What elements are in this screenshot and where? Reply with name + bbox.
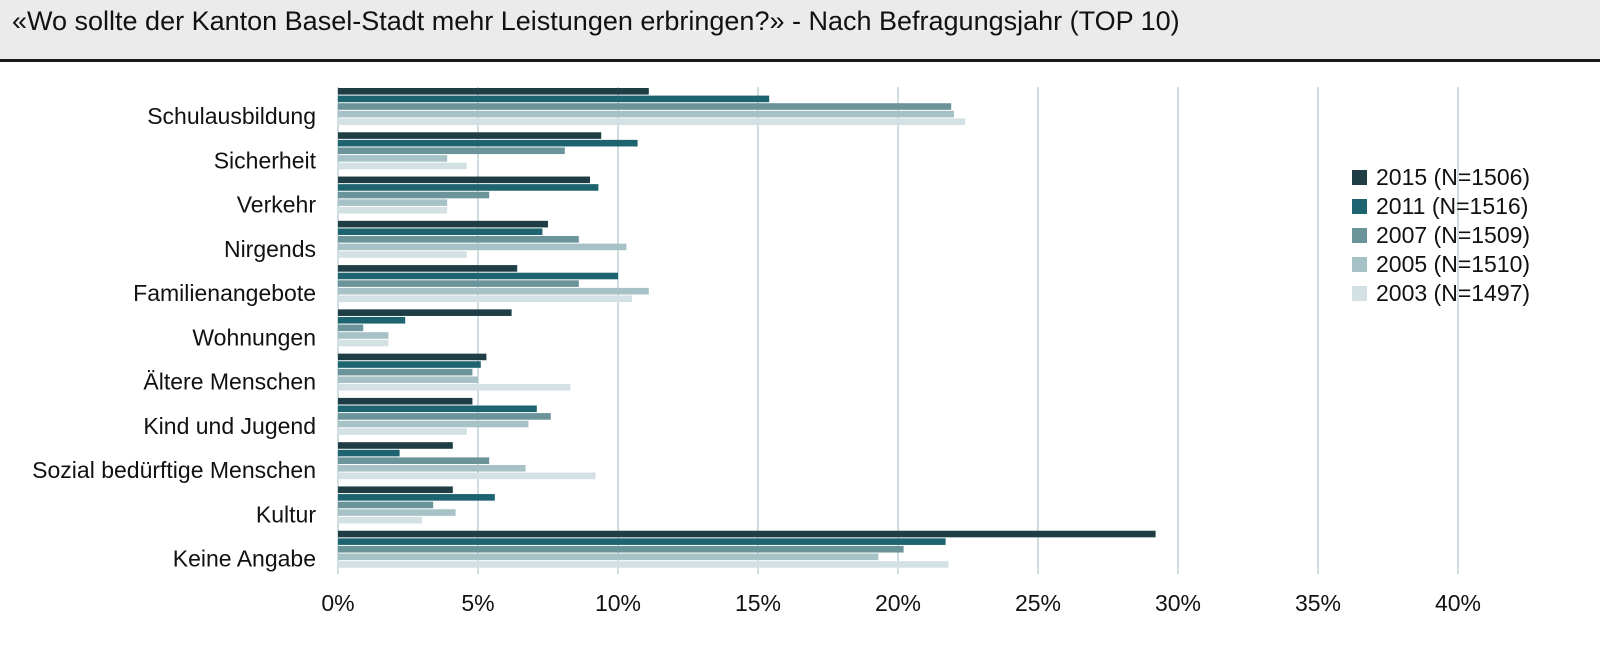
legend-label: 2015 (N=1506) bbox=[1376, 164, 1530, 190]
x-tick-label: 25% bbox=[1015, 590, 1061, 616]
legend-label: 2003 (N=1497) bbox=[1376, 280, 1530, 306]
bar bbox=[338, 361, 481, 368]
bar bbox=[338, 88, 649, 95]
bar bbox=[338, 309, 512, 316]
bar bbox=[338, 553, 879, 561]
category-label: Schulausbildung bbox=[147, 103, 316, 129]
bar bbox=[338, 118, 966, 125]
x-tick-labels: 0% 5% 10% 15% 20% 25% 30% 35% 40% bbox=[321, 590, 1481, 616]
bar bbox=[338, 147, 565, 155]
bar bbox=[338, 538, 946, 545]
bar bbox=[338, 339, 389, 347]
category-label: Familienangebote bbox=[133, 280, 316, 306]
bar bbox=[338, 251, 467, 258]
bar-chart: Schulausbildung Sicherheit Verkehr Nirgends… bbox=[32, 87, 1530, 616]
bar bbox=[338, 139, 638, 147]
x-tick-label: 10% bbox=[595, 590, 641, 616]
bar bbox=[338, 206, 448, 214]
chart-title: «Wo sollte der Kanton Basel-Stadt mehr L… bbox=[12, 6, 1180, 36]
bar bbox=[338, 486, 453, 494]
bar bbox=[338, 332, 389, 339]
bar bbox=[338, 176, 590, 184]
legend-label: 2011 (N=1516) bbox=[1376, 193, 1528, 219]
bar bbox=[338, 324, 364, 332]
bar bbox=[338, 405, 537, 413]
category-label: Wohnungen bbox=[192, 324, 316, 350]
bar bbox=[338, 472, 596, 480]
bar bbox=[338, 316, 406, 324]
bar bbox=[338, 509, 456, 516]
category-labels: Schulausbildung Sicherheit Verkehr Nirgends… bbox=[32, 103, 316, 572]
bar bbox=[338, 272, 618, 280]
bar bbox=[338, 103, 952, 110]
category-label: Kultur bbox=[256, 501, 316, 527]
bar bbox=[338, 220, 548, 228]
legend-swatch bbox=[1352, 170, 1367, 185]
bar bbox=[338, 353, 487, 361]
bars bbox=[338, 88, 1156, 568]
category-label: Sicherheit bbox=[214, 147, 317, 173]
bar bbox=[338, 420, 529, 428]
bar bbox=[338, 457, 490, 464]
bar bbox=[338, 561, 949, 568]
bar bbox=[338, 162, 467, 170]
x-tick-label: 40% bbox=[1435, 590, 1481, 616]
category-label: Kind und Jugend bbox=[143, 413, 316, 439]
chart-header: «Wo sollte der Kanton Basel-Stadt mehr L… bbox=[0, 0, 1600, 62]
bar bbox=[338, 494, 495, 501]
legend-swatch bbox=[1352, 257, 1367, 272]
bar bbox=[338, 243, 627, 251]
legend: 2015 (N=1506) 2011 (N=1516) 2007 (N=1509) 2… bbox=[1352, 164, 1530, 306]
bar bbox=[338, 545, 904, 553]
bar bbox=[338, 280, 579, 287]
bar bbox=[338, 397, 473, 405]
bar bbox=[338, 384, 571, 391]
bar bbox=[338, 132, 602, 139]
x-tick-label: 30% bbox=[1155, 590, 1201, 616]
bar bbox=[338, 199, 448, 206]
x-tick-label: 20% bbox=[875, 590, 921, 616]
x-tick-label: 5% bbox=[461, 590, 494, 616]
bar bbox=[338, 236, 579, 243]
bar bbox=[338, 368, 473, 376]
category-label: Keine Angabe bbox=[173, 546, 316, 572]
legend-swatch bbox=[1352, 199, 1367, 214]
category-label: Verkehr bbox=[237, 192, 317, 218]
bar bbox=[338, 191, 490, 199]
bar bbox=[338, 428, 467, 435]
bar bbox=[338, 287, 649, 295]
x-tick-label: 0% bbox=[321, 590, 354, 616]
legend-swatch bbox=[1352, 286, 1367, 301]
category-label: Nirgends bbox=[224, 236, 316, 262]
bar bbox=[338, 265, 518, 272]
legend-label: 2005 (N=1510) bbox=[1376, 251, 1530, 277]
bar bbox=[338, 530, 1156, 538]
bar bbox=[338, 155, 448, 162]
bar bbox=[338, 95, 770, 103]
bar bbox=[338, 516, 422, 524]
gridlines bbox=[337, 87, 1459, 574]
bar bbox=[338, 110, 954, 118]
bar bbox=[338, 464, 526, 472]
legend-label: 2007 (N=1509) bbox=[1376, 222, 1530, 248]
category-label: Ältere Menschen bbox=[143, 369, 316, 395]
bar bbox=[338, 376, 478, 384]
x-tick-label: 35% bbox=[1295, 590, 1341, 616]
x-tick-label: 15% bbox=[735, 590, 781, 616]
bar bbox=[338, 184, 599, 191]
bar bbox=[338, 413, 551, 420]
bar bbox=[338, 295, 632, 303]
bar bbox=[338, 228, 543, 236]
legend-swatch bbox=[1352, 228, 1367, 243]
bar bbox=[338, 501, 434, 509]
bar bbox=[338, 442, 453, 449]
category-label: Sozial bedürftige Menschen bbox=[32, 457, 316, 483]
bar bbox=[338, 449, 400, 457]
